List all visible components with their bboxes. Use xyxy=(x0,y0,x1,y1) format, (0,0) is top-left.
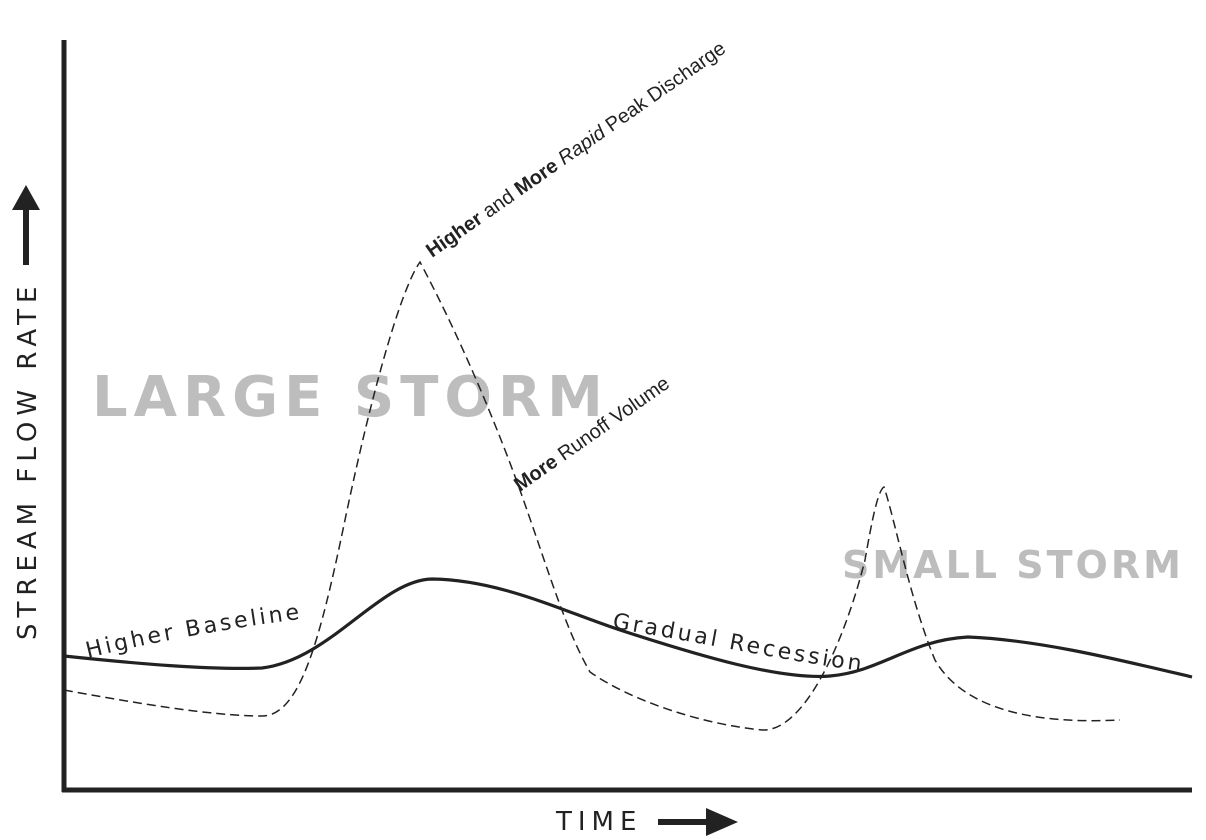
large-storm-label: LARGE STORM xyxy=(92,365,609,430)
x-axis-arrow-icon xyxy=(658,808,738,836)
dashed-hydrograph-curve xyxy=(63,260,1121,731)
higher-baseline-label: Higher Baseline xyxy=(83,600,303,664)
x-axis-label: TIME xyxy=(555,807,642,837)
y-axis-label: STREAM FLOW RATE xyxy=(13,281,43,640)
gradual-recession-label: Gradual Recession xyxy=(611,609,866,677)
y-axis-arrow-icon xyxy=(12,185,40,265)
small-storm-label: SMALL STORM xyxy=(842,543,1184,587)
solid-hydrograph-curve xyxy=(63,577,1193,679)
peak-discharge-annotation: Higher and More Rapid Peak Discharge xyxy=(422,37,730,262)
